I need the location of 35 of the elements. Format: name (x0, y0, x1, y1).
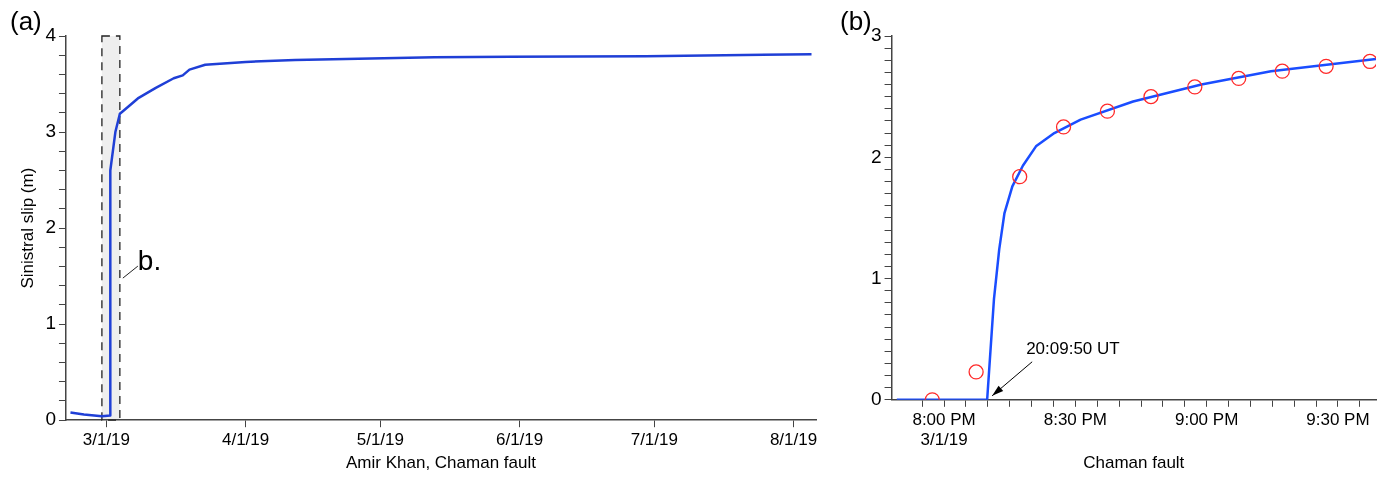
x-axis-title: Amir Khan, Chaman fault (346, 453, 537, 473)
x-tick-label: 3/1/19 (82, 430, 131, 450)
y-tick-label: 1 (870, 266, 882, 288)
y-tick-label: 4 (45, 24, 57, 46)
point (1099, 103, 1116, 119)
y-tick-label: 0 (45, 408, 56, 430)
point (1187, 79, 1203, 95)
x-tick-label: 4/1/19 (221, 430, 270, 450)
y-axis-title: Sinistral slip (m) (17, 167, 37, 289)
x-tick-label: 8:30 PM (1043, 409, 1108, 429)
chart-title: (b) (840, 6, 872, 37)
y-tick-label: 1 (45, 312, 56, 334)
annotation: 20:09:50 UT (1026, 338, 1120, 358)
point (1012, 169, 1028, 185)
chart-title: (a) (10, 6, 42, 37)
x-tick-label: 7/1/19 (630, 430, 678, 450)
point (1231, 70, 1247, 87)
y-tick-label: 3 (870, 24, 882, 46)
x-tick-label: 8/1/19 (769, 430, 818, 450)
y-tick-label: 0 (870, 388, 882, 410)
band-label: b. (137, 244, 162, 276)
x-tick-label: 6/1/19 (495, 430, 544, 450)
y-tick-label: 2 (870, 145, 882, 167)
point (968, 364, 984, 380)
x-tick-label: 9:30 PM (1306, 409, 1370, 429)
x-axis-title: Chaman fault (1083, 453, 1185, 473)
x-tick-label: 9:00 PM (1174, 409, 1239, 429)
point (1055, 119, 1072, 135)
x-tick-label: 5/1/19 (356, 430, 404, 450)
x-tick-label: 8:00 PM 3/1/19 (912, 409, 976, 450)
point (1274, 63, 1290, 79)
y-tick-label: 3 (45, 120, 56, 142)
point (1143, 88, 1159, 105)
point (1318, 58, 1334, 74)
y-tick-label: 2 (45, 216, 56, 238)
